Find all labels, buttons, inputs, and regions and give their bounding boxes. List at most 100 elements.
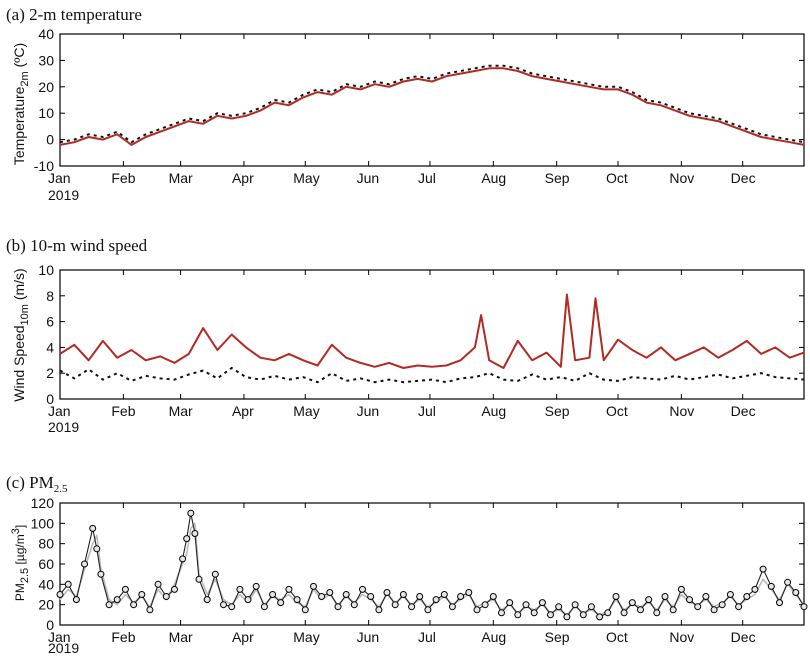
y-tick-label: 6 — [46, 314, 54, 330]
y-tick-label: 30 — [38, 52, 54, 68]
observation-point — [130, 601, 138, 609]
y-tick-label: 40 — [38, 26, 54, 42]
y-tick-label: 0 — [46, 132, 54, 148]
y-tick-label: 8 — [46, 288, 54, 304]
observation-point — [563, 613, 571, 621]
x-tick-label: Mar — [169, 629, 193, 645]
y-tick-label: 20 — [38, 79, 54, 95]
x-tick-label: Dec — [731, 403, 756, 419]
observation-point — [301, 606, 309, 614]
observation-point — [342, 591, 350, 598]
x-tick-label: Oct — [606, 629, 628, 645]
y-tick-label: 60 — [38, 556, 54, 572]
observation-point — [191, 530, 199, 537]
observation-point — [726, 591, 734, 598]
observation-point — [604, 609, 612, 617]
x-tick-label: Nov — [669, 629, 694, 645]
observation-point — [637, 606, 644, 614]
observation-point — [236, 585, 244, 593]
plot-frame — [59, 33, 805, 167]
observation-point — [203, 596, 211, 604]
observation-point — [81, 560, 88, 568]
observation-point — [800, 603, 808, 611]
observation-point — [522, 601, 530, 609]
observation-point — [759, 565, 767, 573]
panel-c-title: (c) PM2.5 — [6, 473, 68, 495]
model-series-line — [59, 67, 805, 146]
observation-point — [89, 524, 97, 532]
observation-point — [555, 603, 563, 611]
temperature-chart: -10 0 10 20 30 40 Jan Feb Mar Apr May Jun Jul Aug Sep O… — [34, 26, 805, 186]
x-tick-label: May — [293, 170, 319, 186]
observation-point — [334, 603, 342, 611]
observation-point — [179, 555, 187, 563]
y-tick-label: 120 — [31, 495, 55, 511]
x-tick-label: Apr — [232, 403, 254, 419]
observation-point — [465, 589, 473, 596]
observation-point — [579, 611, 587, 619]
observation-point — [694, 603, 702, 611]
observation-point — [596, 613, 604, 621]
observation-point — [350, 601, 358, 609]
panel-pm25: (c) PM2.5 PM2.5 [µg/m3] 0 20 40 60 80 100 120 J… — [6, 473, 808, 656]
panel-a-title: (a) 2-m temperature — [6, 5, 142, 24]
observation-point — [228, 603, 236, 611]
observation-point — [211, 570, 219, 578]
y-tick-label: 2 — [46, 365, 54, 381]
x-tick-label: Sep — [545, 629, 570, 645]
x-tick-label: Oct — [606, 403, 628, 419]
x-tick-label: Jul — [418, 170, 436, 186]
observation-point — [105, 601, 113, 609]
panel-c-year: 2019 — [48, 640, 79, 656]
y-tick-label: 4 — [46, 339, 54, 355]
x-tick-label: Sep — [545, 170, 570, 186]
x-tick-label: Dec — [731, 170, 756, 186]
observation-point — [661, 593, 669, 600]
observation-point — [121, 585, 129, 593]
observation-point — [489, 593, 497, 600]
observation-point — [432, 596, 440, 604]
x-tick-label: Oct — [606, 170, 628, 186]
observation-point — [146, 606, 154, 614]
observation-point — [702, 593, 710, 600]
observation-point — [416, 593, 424, 600]
x-tick-label: Feb — [111, 403, 135, 419]
observation-point — [718, 601, 726, 609]
observation-point — [318, 593, 326, 600]
observation-point — [367, 593, 375, 600]
panel-c-ylabel: PM2.5 [µg/m3] — [10, 525, 31, 601]
observation-point — [457, 593, 465, 600]
y-tick-label: 80 — [38, 536, 54, 552]
x-tick-label: Jul — [418, 403, 436, 419]
x-tick-label: Aug — [481, 629, 506, 645]
y-tick-label: 10 — [38, 105, 54, 121]
observation-point — [686, 596, 693, 604]
observation-point — [93, 545, 101, 553]
observation-point — [285, 585, 293, 593]
observation-point — [195, 575, 203, 583]
observation-point — [767, 582, 775, 590]
observation-point — [269, 591, 277, 598]
x-tick-label: Aug — [481, 170, 506, 186]
y-tick-label: 0 — [46, 391, 54, 407]
y-tick-label: 10 — [38, 262, 54, 278]
observation-point — [183, 535, 191, 543]
observation-point — [293, 596, 301, 604]
observation-point — [587, 603, 595, 611]
observation-point — [481, 601, 489, 609]
observation-point — [677, 585, 685, 593]
observation-point — [547, 611, 554, 619]
x-tick-label: Jun — [357, 170, 380, 186]
y-tick-label: -10 — [34, 158, 54, 174]
observation-point — [751, 585, 759, 593]
observation-point — [784, 578, 792, 586]
panel-a-year: 2019 — [48, 187, 79, 203]
x-tick-label: Sep — [545, 403, 570, 419]
pm25-chart: 0 20 40 60 80 100 120 Jan Feb Mar Apr May Jun Jul Aug S… — [31, 495, 808, 645]
x-tick-label: May — [293, 629, 319, 645]
observation-point — [710, 606, 718, 614]
x-tick-label: Jan — [48, 629, 71, 645]
x-tick-label: Jul — [418, 629, 436, 645]
observation-series-dots — [59, 64, 805, 144]
